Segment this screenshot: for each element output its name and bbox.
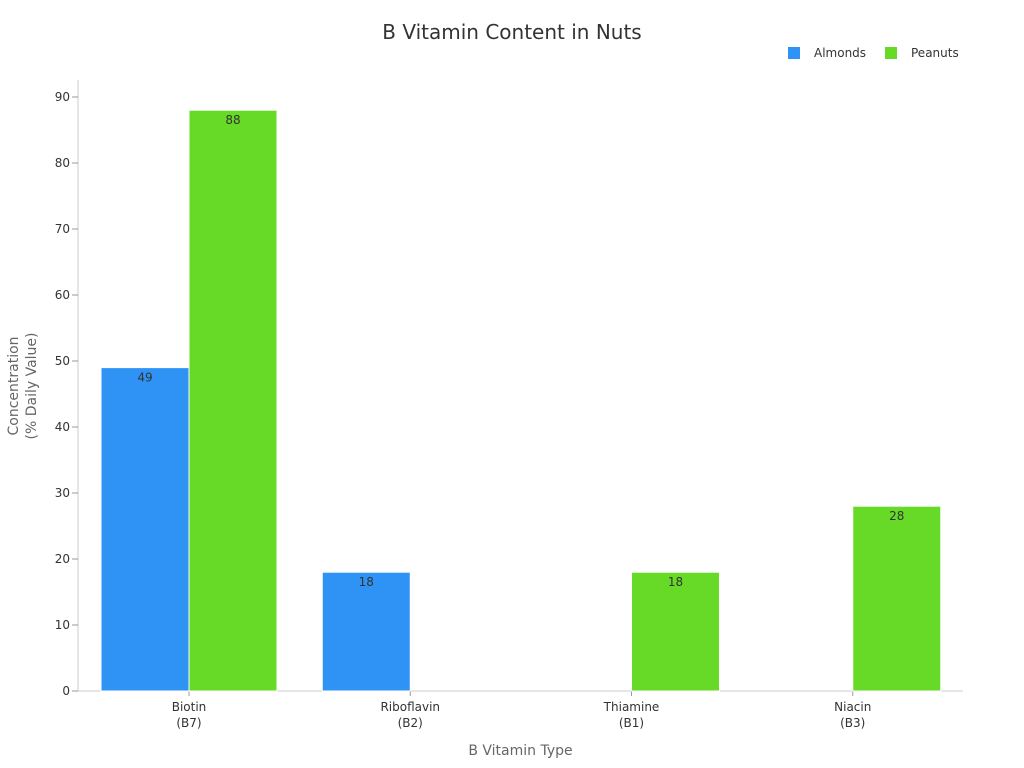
x-tick-label-line: (B2) (398, 716, 423, 730)
bar-value-label: 28 (889, 509, 904, 523)
legend-swatch-almonds (788, 47, 800, 59)
y-tick-label: 30 (55, 486, 70, 500)
x-tick-label-line: (B7) (176, 716, 201, 730)
chart-title: B Vitamin Content in Nuts (382, 20, 642, 44)
x-tick-label-line: Riboflavin (380, 700, 440, 714)
bar-peanuts (852, 505, 942, 692)
x-tick-label: Niacin (B3) (834, 700, 871, 730)
y-axis-title-line: (% Daily Value) (24, 333, 40, 440)
y-tick-label: 90 (55, 90, 70, 104)
y-tick-label: 20 (55, 552, 70, 566)
x-axis: Biotin (B7) Riboflavin (B2) Thiamine (B1) Niac… (78, 690, 963, 730)
bar-almonds (321, 571, 411, 692)
x-tick-label: Biotin (B7) (172, 700, 207, 730)
x-tick-label-line: Biotin (172, 700, 207, 714)
bar-value-label: 18 (668, 575, 683, 589)
y-tick-label: 10 (55, 618, 70, 632)
y-tick-label: 40 (55, 420, 70, 434)
x-tick-label-line: Niacin (834, 700, 871, 714)
y-tick-label: 70 (55, 222, 70, 236)
bar-peanuts (188, 109, 278, 692)
bar-value-label: 49 (137, 371, 152, 385)
bar-value-label: 88 (225, 113, 240, 127)
x-tick-label-line: Thiamine (603, 700, 660, 714)
legend: Almonds Peanuts (788, 46, 959, 60)
bar-value-label: 18 (359, 575, 374, 589)
legend-label-peanuts: Peanuts (911, 46, 959, 60)
y-tick-label: 0 (62, 684, 70, 698)
bar-peanuts (631, 571, 720, 692)
y-tick-label: 60 (55, 288, 70, 302)
x-axis-title: B Vitamin Type (468, 743, 572, 759)
x-tick-label: Thiamine (B1) (603, 700, 660, 730)
x-tick-label-line: (B1) (619, 716, 644, 730)
y-tick-label: 50 (55, 354, 70, 368)
legend-swatch-peanuts (885, 47, 897, 59)
x-tick-label-line: (B3) (840, 716, 865, 730)
bars (100, 109, 942, 692)
bar-almonds (100, 367, 190, 692)
y-axis: 0 10 20 30 40 50 60 70 80 90 (55, 80, 79, 698)
data-labels: 49 88 18 18 28 (137, 113, 904, 589)
legend-label-almonds: Almonds (814, 46, 866, 60)
y-axis-title-line: Concentration (6, 336, 22, 435)
x-tick-label: Riboflavin (B2) (380, 700, 440, 730)
y-tick-label: 80 (55, 156, 70, 170)
y-axis-title: Concentration (% Daily Value) (6, 333, 40, 440)
